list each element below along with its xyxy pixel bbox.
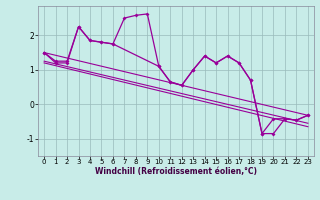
- X-axis label: Windchill (Refroidissement éolien,°C): Windchill (Refroidissement éolien,°C): [95, 167, 257, 176]
